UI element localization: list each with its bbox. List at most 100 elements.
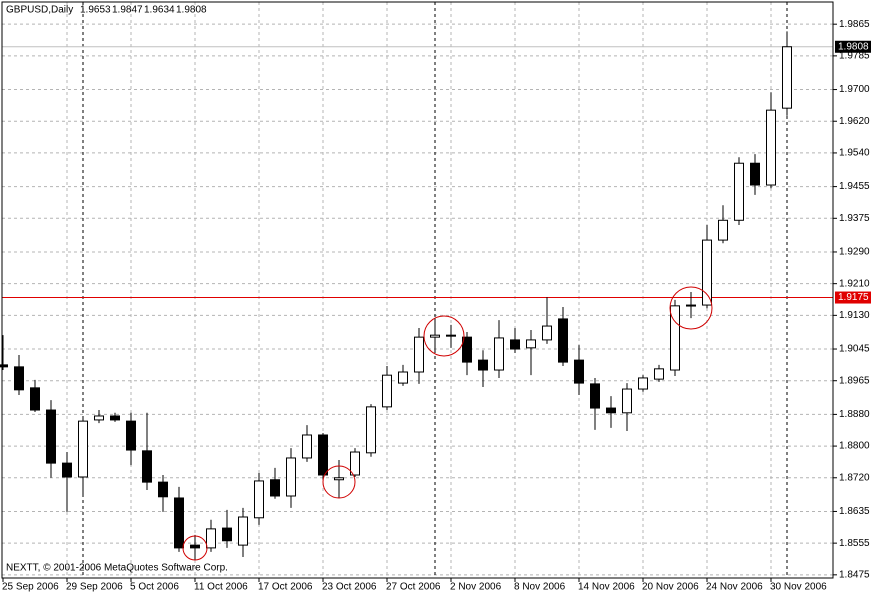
y-tick-label: 1.9865 — [839, 19, 870, 30]
horizontal-lines — [2, 46, 833, 299]
y-tick-label: 1.8720 — [839, 472, 870, 483]
candle-body — [622, 388, 632, 414]
candle-body — [718, 219, 728, 241]
candle-body — [94, 415, 104, 421]
candle-body — [766, 109, 776, 186]
y-tick-label: 1.8555 — [839, 538, 870, 549]
y-tick-label: 1.9290 — [839, 247, 870, 258]
y-tick-label: 1.9130 — [839, 310, 870, 321]
price-label-box — [835, 40, 871, 53]
candle-body — [142, 450, 152, 483]
ohlc-open: 1.9653 — [80, 5, 111, 16]
annotation-circle — [182, 535, 208, 561]
candle-body — [78, 420, 88, 478]
candle-body — [606, 407, 616, 414]
x-tick-label: 20 Nov 2006 — [642, 582, 699, 593]
x-tick-label: 29 Sep 2006 — [66, 582, 123, 593]
y-tick-label: 1.9700 — [839, 84, 870, 95]
candle-body — [318, 434, 328, 476]
x-tick-label: 30 Nov 2006 — [770, 582, 827, 593]
candle-body — [286, 457, 296, 497]
x-tick-label: 24 Nov 2006 — [706, 582, 763, 593]
candle-body — [238, 516, 248, 546]
candle-body — [750, 162, 760, 186]
price-label-box — [835, 291, 871, 304]
chart-title: GBPUSD,Daily — [6, 5, 73, 16]
candle-body — [14, 366, 24, 391]
x-tick-label: 5 Oct 2006 — [130, 582, 179, 593]
y-tick-label: 1.9210 — [839, 278, 870, 289]
candle-body — [782, 46, 792, 109]
candle-body — [478, 359, 488, 371]
candle-body — [126, 420, 136, 451]
candle-body — [510, 339, 520, 350]
candle-body — [558, 318, 568, 363]
y-tick-label: 1.8880 — [839, 409, 870, 420]
candle-body — [382, 374, 392, 408]
x-tick-label: 23 Oct 2006 — [322, 582, 377, 593]
candles — [0, 31, 792, 560]
x-tick-label: 17 Oct 2006 — [258, 582, 313, 593]
price-label: 1.9808 — [838, 41, 869, 52]
candle-body — [734, 162, 744, 221]
candle-body — [350, 451, 360, 476]
candle-body — [254, 480, 264, 519]
annotation-circle — [322, 465, 356, 499]
x-tick-label: 8 Nov 2006 — [514, 582, 566, 593]
candle-body — [494, 337, 504, 371]
copyright: NEXTT, © 2001-2006 MetaQuotes Software C… — [6, 563, 228, 574]
y-tick-label: 1.8965 — [839, 375, 870, 386]
candle-body — [542, 325, 552, 341]
plot-frame — [1, 1, 834, 579]
candle-body — [110, 415, 120, 421]
candle-body — [654, 368, 664, 380]
candle-body — [30, 387, 40, 411]
candle-body — [398, 371, 408, 384]
annotation-circle — [669, 286, 713, 330]
candle-body — [270, 479, 280, 497]
candle-body — [158, 481, 168, 498]
x-tick-label: 11 Oct 2006 — [194, 582, 248, 593]
annotation-circle — [423, 315, 465, 357]
y-tick-label: 1.9045 — [839, 344, 870, 355]
candle-body — [526, 339, 536, 349]
y-tick-label: 1.8800 — [839, 441, 870, 452]
y-tick-label: 1.9620 — [839, 116, 870, 127]
axes: 1.9865 1.9785 1.9700 1.9620 1.9540 1.9455 1.93… — [2, 19, 871, 593]
candle-body — [46, 409, 56, 464]
candle-body — [206, 528, 216, 549]
y-tick-label: 1.9455 — [839, 181, 870, 192]
y-tick-label: 1.9375 — [839, 213, 870, 224]
candle-body — [686, 304, 696, 307]
candle-body — [62, 462, 72, 478]
candle-body — [302, 434, 312, 459]
candle-body — [702, 239, 712, 306]
y-tick-label: 1.9540 — [839, 148, 870, 159]
candle-body — [174, 497, 184, 549]
candle-body — [334, 477, 344, 481]
candle-body — [430, 334, 440, 338]
candle-body — [462, 336, 472, 363]
x-tick-label: 14 Nov 2006 — [578, 582, 635, 593]
candle-body — [414, 336, 424, 373]
x-tick-label: 2 Nov 2006 — [450, 582, 502, 593]
price-label: 1.9175 — [838, 292, 869, 303]
candle-body — [446, 334, 456, 337]
candle-body — [574, 359, 584, 384]
candle-body — [0, 364, 8, 368]
y-tick-label: 1.8635 — [839, 506, 870, 517]
ohlc-high: 1.9847 — [112, 5, 143, 16]
candle-body — [366, 406, 376, 454]
ohlc-close: 1.9808 — [176, 5, 207, 16]
candle-body — [590, 383, 600, 409]
ohlc-low: 1.9634 — [144, 5, 175, 16]
candle-body — [190, 544, 200, 549]
x-tick-label: 27 Oct 2006 — [386, 582, 441, 593]
candle-body — [638, 377, 648, 390]
y-tick-label: 1.8475 — [839, 569, 870, 580]
x-tick-label: 25 Sep 2006 — [2, 582, 59, 593]
y-tick-label: 1.9785 — [839, 51, 870, 62]
candle-body — [222, 527, 232, 542]
candle-body — [670, 305, 680, 371]
